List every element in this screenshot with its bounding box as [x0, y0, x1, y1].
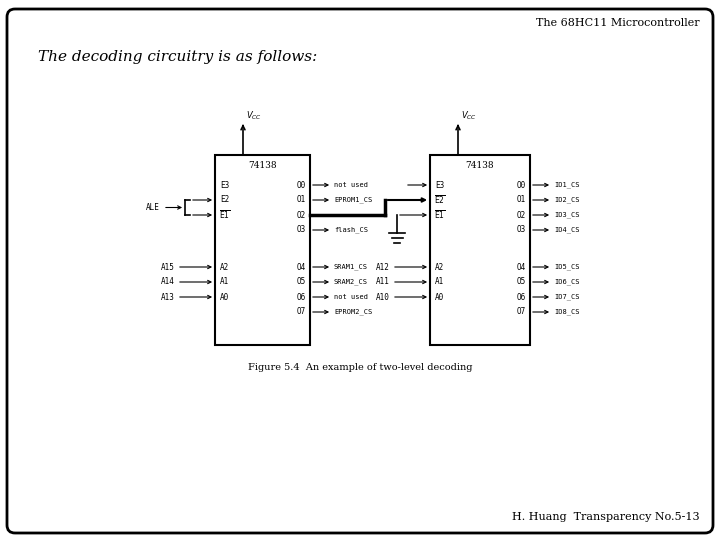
Text: H. Huang  Transparency No.5-13: H. Huang Transparency No.5-13 — [513, 512, 700, 522]
Text: $\overline{\mathrm{E1}}$: $\overline{\mathrm{E1}}$ — [434, 209, 446, 221]
Text: O5: O5 — [517, 278, 526, 287]
Text: A0: A0 — [220, 293, 229, 301]
Text: A10: A10 — [376, 293, 390, 301]
Text: A14: A14 — [161, 278, 175, 287]
Text: A11: A11 — [376, 278, 390, 287]
Text: O6: O6 — [297, 293, 306, 301]
Text: The 68HC11 Microcontroller: The 68HC11 Microcontroller — [536, 18, 700, 28]
Text: SRAM2_CS: SRAM2_CS — [334, 279, 368, 285]
Text: O6: O6 — [517, 293, 526, 301]
Text: IO6_CS: IO6_CS — [554, 279, 580, 285]
Text: The decoding circuitry is as follows:: The decoding circuitry is as follows: — [38, 50, 318, 64]
Text: O7: O7 — [517, 307, 526, 316]
Text: ALE: ALE — [146, 203, 160, 212]
Text: 74138: 74138 — [248, 160, 276, 170]
FancyBboxPatch shape — [7, 9, 713, 533]
Text: not used: not used — [334, 182, 368, 188]
Text: O3: O3 — [517, 226, 526, 234]
Text: IO2_CS: IO2_CS — [554, 197, 580, 204]
Text: not used: not used — [334, 294, 368, 300]
Text: O3: O3 — [297, 226, 306, 234]
Text: E2: E2 — [220, 195, 229, 205]
Text: A0: A0 — [435, 293, 444, 301]
Text: A12: A12 — [376, 262, 390, 272]
Text: A13: A13 — [161, 293, 175, 301]
Text: A1: A1 — [435, 278, 444, 287]
Bar — [215, 155, 310, 345]
Text: O1: O1 — [517, 195, 526, 205]
Text: flash_CS: flash_CS — [334, 227, 368, 233]
Text: A15: A15 — [161, 262, 175, 272]
Text: O4: O4 — [297, 262, 306, 272]
Text: A1: A1 — [220, 278, 229, 287]
Text: $\overline{\mathrm{E1}}$: $\overline{\mathrm{E1}}$ — [219, 209, 230, 221]
Text: Figure 5.4  An example of two-level decoding: Figure 5.4 An example of two-level decod… — [248, 363, 472, 373]
Text: O4: O4 — [517, 262, 526, 272]
Text: IO5_CS: IO5_CS — [554, 264, 580, 271]
Text: O0: O0 — [297, 180, 306, 190]
Text: SRAM1_CS: SRAM1_CS — [334, 264, 368, 271]
Text: 74138: 74138 — [466, 160, 495, 170]
Text: O1: O1 — [297, 195, 306, 205]
Text: EPROM1_CS: EPROM1_CS — [334, 197, 372, 204]
Text: O2: O2 — [517, 211, 526, 219]
Text: $V_{CC}$: $V_{CC}$ — [461, 110, 477, 122]
Text: A2: A2 — [220, 262, 229, 272]
Text: E3: E3 — [220, 180, 229, 190]
Text: IO4_CS: IO4_CS — [554, 227, 580, 233]
Text: IO3_CS: IO3_CS — [554, 212, 580, 218]
Text: IO1_CS: IO1_CS — [554, 181, 580, 188]
Text: $V_{CC}$: $V_{CC}$ — [246, 110, 262, 122]
Text: $\overline{\mathrm{E2}}$: $\overline{\mathrm{E2}}$ — [434, 194, 446, 206]
Bar — [430, 155, 530, 345]
Text: O2: O2 — [297, 211, 306, 219]
Text: E3: E3 — [435, 180, 444, 190]
Text: O0: O0 — [517, 180, 526, 190]
Text: EPROM2_CS: EPROM2_CS — [334, 309, 372, 315]
Text: IO7_CS: IO7_CS — [554, 294, 580, 300]
Text: O5: O5 — [297, 278, 306, 287]
Text: A2: A2 — [435, 262, 444, 272]
Text: O7: O7 — [297, 307, 306, 316]
Text: IO8_CS: IO8_CS — [554, 309, 580, 315]
